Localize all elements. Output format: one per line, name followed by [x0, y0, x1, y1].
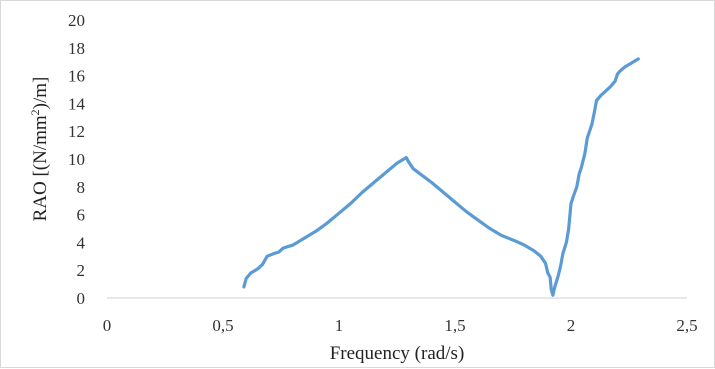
x-tick-label: 1	[335, 316, 344, 335]
y-tick-label: 20	[68, 11, 85, 30]
x-axis-title: Frequency (rad/s)	[330, 343, 465, 364]
y-tick-label: 16	[68, 67, 85, 86]
y-tick-labels: 0 2 4 6 8 10 12 14 16 18 20	[68, 11, 86, 308]
y-tick-label: 12	[68, 122, 85, 141]
x-tick-labels: 0 0,5 1 1,5 2 2,5	[103, 316, 698, 335]
x-tick-label: 0,5	[212, 316, 233, 335]
x-tick-label: 2,5	[676, 316, 697, 335]
rao-series-line	[242, 57, 640, 297]
y-tick-label: 4	[77, 233, 86, 252]
y-tick-label: 14	[68, 94, 86, 113]
y-axis-title-main: RAO [(N/mm	[30, 115, 51, 221]
y-tick-label: 18	[68, 39, 85, 58]
y-tick-label: 6	[77, 206, 86, 225]
y-axis-title: RAO [(N/mm2)/m]	[28, 77, 51, 222]
x-tick-label: 1,5	[444, 316, 465, 335]
y-tick-label: 2	[77, 261, 86, 280]
y-axis-title-tail: )/m]	[30, 77, 51, 110]
y-tick-label: 10	[68, 150, 85, 169]
y-axis-title-superscript: 2	[28, 109, 42, 115]
y-tick-label: 0	[77, 289, 86, 308]
y-tick-label: 8	[77, 178, 86, 197]
x-tick-label: 2	[567, 316, 576, 335]
x-tick-label: 0	[103, 316, 112, 335]
